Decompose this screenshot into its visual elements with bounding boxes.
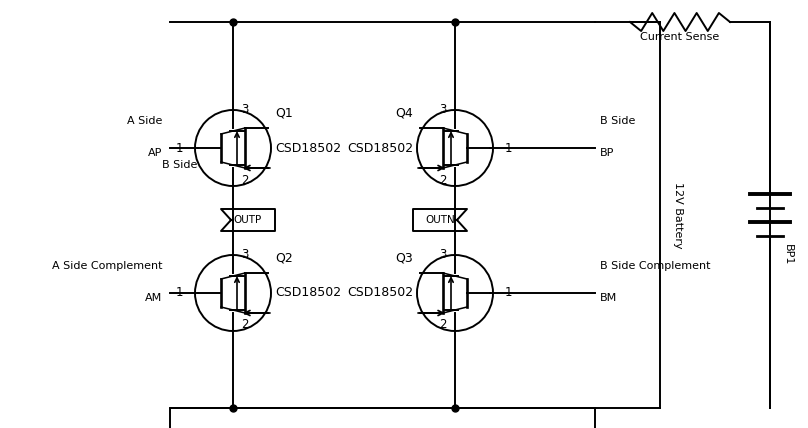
Text: 1: 1 xyxy=(175,286,183,300)
Text: A Side Complement: A Side Complement xyxy=(52,261,162,271)
Text: A Side: A Side xyxy=(127,116,162,126)
Bar xyxy=(170,408,595,428)
Text: 12V Battery: 12V Battery xyxy=(673,182,683,248)
Text: 3: 3 xyxy=(241,248,248,261)
Text: CSD18502: CSD18502 xyxy=(347,286,413,300)
Text: BP: BP xyxy=(600,148,614,158)
Text: CSD18502: CSD18502 xyxy=(347,142,413,155)
Text: 3: 3 xyxy=(241,103,248,116)
Text: Q2: Q2 xyxy=(275,252,292,265)
Text: 2: 2 xyxy=(241,318,249,332)
Text: 2: 2 xyxy=(440,318,447,332)
Text: Q1: Q1 xyxy=(275,107,292,119)
Text: 2: 2 xyxy=(440,173,447,187)
Text: CSD18502: CSD18502 xyxy=(275,142,341,155)
Text: 1: 1 xyxy=(175,142,183,155)
Text: B Side: B Side xyxy=(600,116,635,126)
Text: 1: 1 xyxy=(505,142,512,155)
Text: AP: AP xyxy=(148,148,162,158)
Text: 3: 3 xyxy=(440,103,447,116)
Text: CSD18502: CSD18502 xyxy=(275,286,341,300)
Text: Q4: Q4 xyxy=(395,107,413,119)
Text: OUTN: OUTN xyxy=(425,215,455,225)
Text: Current Sense: Current Sense xyxy=(641,32,720,42)
Text: AM: AM xyxy=(145,293,162,303)
Text: OUTP: OUTP xyxy=(234,215,262,225)
Text: BM: BM xyxy=(600,293,617,303)
Text: B Side: B Side xyxy=(162,160,197,170)
Text: 3: 3 xyxy=(440,248,447,261)
Text: B Side Complement: B Side Complement xyxy=(600,261,710,271)
Text: Q3: Q3 xyxy=(395,252,413,265)
Text: BP1: BP1 xyxy=(783,244,793,266)
Text: 1: 1 xyxy=(505,286,512,300)
Text: 2: 2 xyxy=(241,173,249,187)
